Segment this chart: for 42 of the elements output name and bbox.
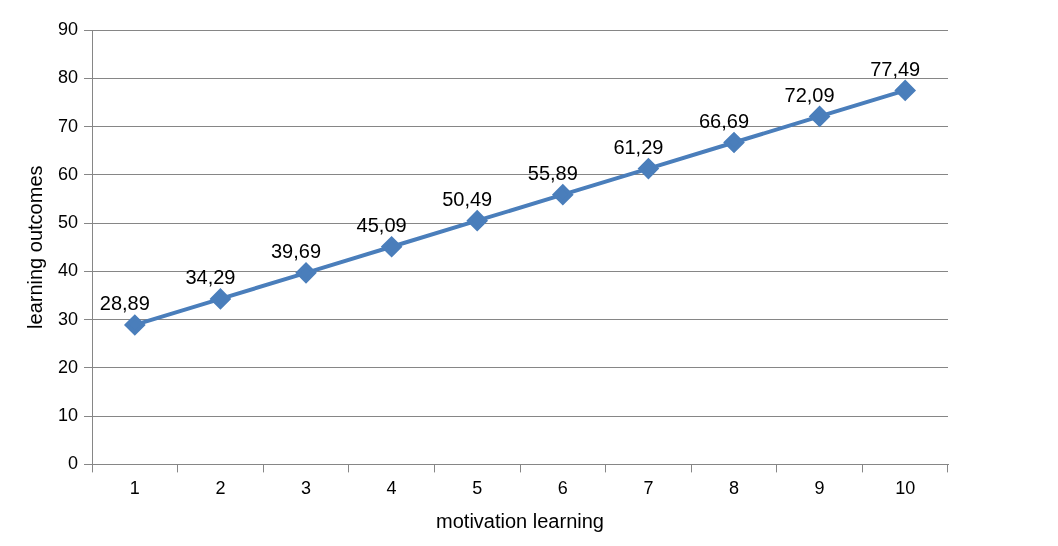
data-label: 72,09 — [784, 83, 835, 106]
y-tick-label: 50 — [57, 212, 79, 233]
point — [809, 106, 830, 127]
data-label: 39,69 — [270, 240, 322, 263]
point — [210, 288, 231, 309]
point — [895, 80, 916, 101]
x-tick-label: 10 — [895, 478, 916, 499]
point — [381, 236, 402, 257]
data-label: 55,89 — [527, 162, 578, 185]
x-axis-title: motivation learning — [436, 509, 604, 532]
point — [724, 132, 745, 153]
y-tick-label: 40 — [57, 260, 79, 281]
y-tick-label: 70 — [57, 115, 79, 136]
y-tick-label: 80 — [57, 67, 79, 88]
data-label: 50,49 — [442, 188, 493, 211]
x-tick-label: 8 — [729, 478, 740, 499]
data-label: 34,29 — [185, 266, 236, 289]
data-label: 28,89 — [99, 292, 150, 315]
point — [638, 158, 659, 179]
data-label: 61,29 — [613, 136, 664, 159]
point — [124, 314, 145, 335]
point — [467, 210, 488, 231]
x-tick-label: 1 — [129, 478, 140, 499]
data-label: 45,09 — [356, 214, 407, 237]
x-tick-label: 7 — [643, 478, 654, 499]
y-tick-label: 10 — [57, 405, 79, 426]
data-label: 77,49 — [870, 57, 921, 80]
x-tick-label: 5 — [472, 478, 483, 499]
y-tick-label: 60 — [57, 163, 79, 184]
x-tick-label: 4 — [386, 478, 397, 499]
point — [552, 184, 573, 205]
x-tick-label: 9 — [814, 478, 825, 499]
y-axis-title: learning outcomes — [23, 165, 46, 329]
x-tick-label: 6 — [557, 478, 568, 499]
y-tick-label: 30 — [57, 308, 79, 329]
data-label: 66,69 — [698, 110, 750, 133]
point — [296, 262, 317, 283]
x-tick-label: 3 — [301, 478, 312, 499]
y-tick-label: 0 — [68, 453, 79, 474]
y-tick-label: 90 — [57, 18, 79, 39]
x-tick-label: 2 — [215, 478, 226, 499]
y-tick-label: 20 — [57, 356, 79, 377]
